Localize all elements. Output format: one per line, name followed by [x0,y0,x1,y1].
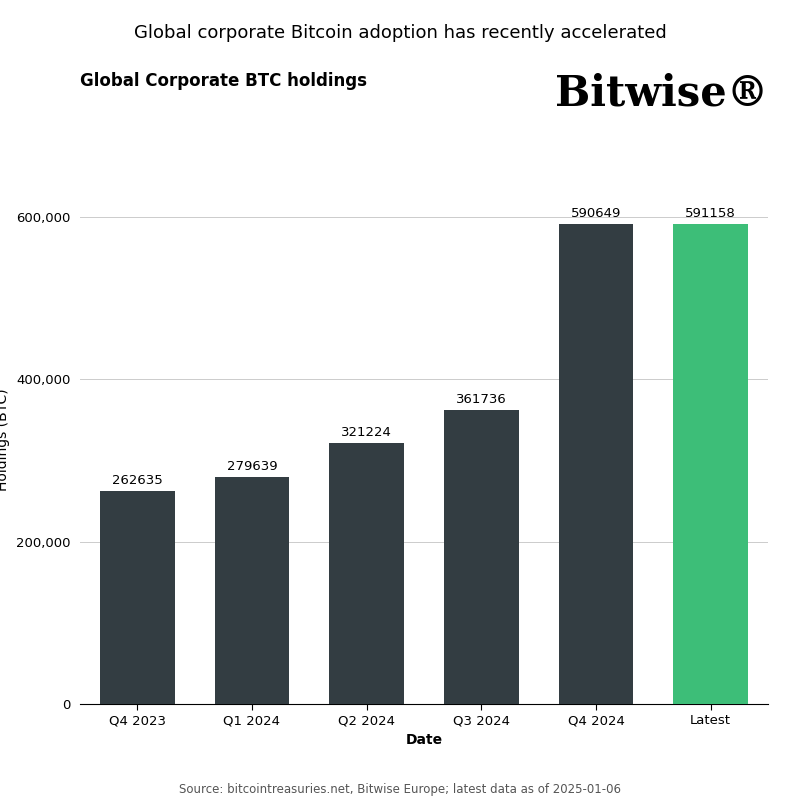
Text: Global Corporate BTC holdings: Global Corporate BTC holdings [80,72,367,90]
Text: 591158: 591158 [686,206,736,220]
Text: Source: bitcointreasuries.net, Bitwise Europe; latest data as of 2025-01-06: Source: bitcointreasuries.net, Bitwise E… [179,783,621,796]
Text: 321224: 321224 [342,426,392,439]
Text: 361736: 361736 [456,393,506,406]
X-axis label: Date: Date [406,733,442,747]
Text: 590649: 590649 [571,207,621,220]
Text: 279639: 279639 [226,460,278,473]
Text: Bitwise®: Bitwise® [554,72,768,114]
Text: 262635: 262635 [112,474,162,486]
Bar [444,410,518,704]
Y-axis label: Holdings (BTC): Holdings (BTC) [0,389,10,491]
Bar [558,224,634,704]
Bar [330,443,404,704]
Bar [214,477,290,704]
Bar [100,490,174,704]
Text: Global corporate Bitcoin adoption has recently accelerated: Global corporate Bitcoin adoption has re… [134,24,666,42]
Bar [674,224,748,704]
